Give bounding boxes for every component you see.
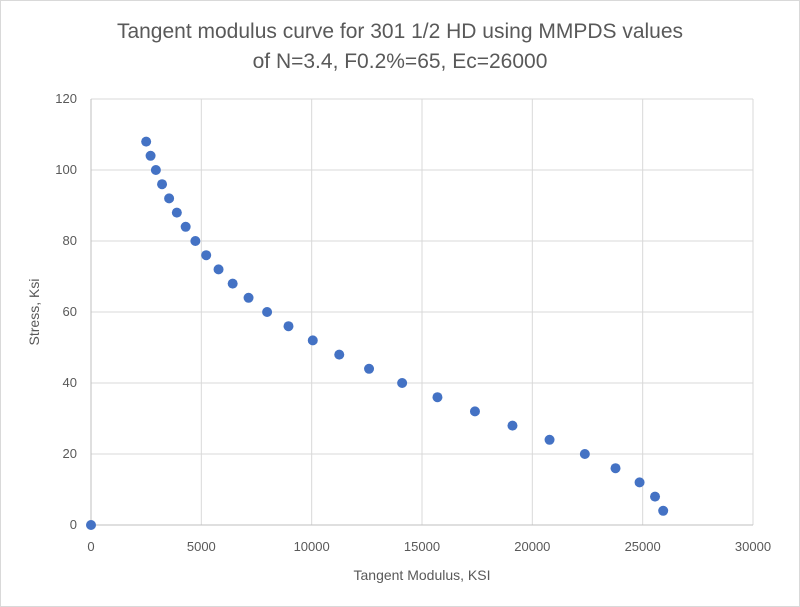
y-tick-label: 60 [63, 304, 77, 319]
gridlines [91, 98, 754, 525]
x-tick-label: 25000 [625, 539, 661, 554]
data-point [307, 335, 318, 346]
data-point [201, 250, 212, 261]
y-tick-label: 100 [55, 162, 77, 177]
data-point [171, 207, 182, 218]
chart-title-line-2: of N=3.4, F0.2%=65, Ec=26000 [253, 50, 548, 73]
data-point [507, 420, 518, 431]
data-point [658, 505, 669, 516]
data-point [283, 321, 294, 332]
x-tick-label: 10000 [294, 539, 330, 554]
y-tick-label: 20 [63, 446, 77, 461]
tick-labels: 0 20 40 60 80 100 120 0 5000 10000 15000 20000 25000… [55, 91, 771, 554]
data-point [141, 136, 152, 147]
data-point [190, 236, 201, 246]
data-point [432, 392, 443, 403]
data-point [364, 363, 375, 374]
data-point [544, 434, 555, 445]
data-point [86, 520, 96, 530]
data-point [650, 491, 661, 502]
data-point [145, 150, 156, 161]
data-point [150, 165, 161, 175]
data-point [579, 449, 590, 459]
data-point [243, 292, 254, 303]
data-point [397, 378, 408, 388]
data-point [469, 406, 480, 417]
x-tick-label: 30000 [735, 539, 771, 554]
y-tick-label: 80 [63, 233, 77, 248]
x-tick-label: 20000 [514, 539, 550, 554]
y-axis-title: Stress, Ksi [26, 279, 42, 346]
axes [90, 99, 753, 526]
y-tick-label: 120 [55, 91, 77, 106]
x-tick-label: 15000 [404, 539, 440, 554]
x-tick-label: 5000 [187, 539, 216, 554]
y-tick-label: 0 [70, 517, 77, 532]
chart-title-line-1: Tangent modulus curve for 301 1/2 HD usi… [117, 20, 683, 43]
data-point [180, 221, 191, 232]
data-point [334, 349, 345, 360]
y-tick-label: 40 [63, 375, 77, 390]
data-point [262, 307, 273, 317]
data-point [610, 463, 621, 474]
x-axis-title: Tangent Modulus, KSI [354, 567, 491, 583]
data-point [213, 264, 224, 275]
data-points [86, 136, 669, 530]
data-point [227, 278, 238, 289]
data-point [164, 193, 175, 204]
data-point [634, 477, 645, 488]
data-point [157, 179, 168, 190]
x-tick-label: 0 [87, 539, 94, 554]
